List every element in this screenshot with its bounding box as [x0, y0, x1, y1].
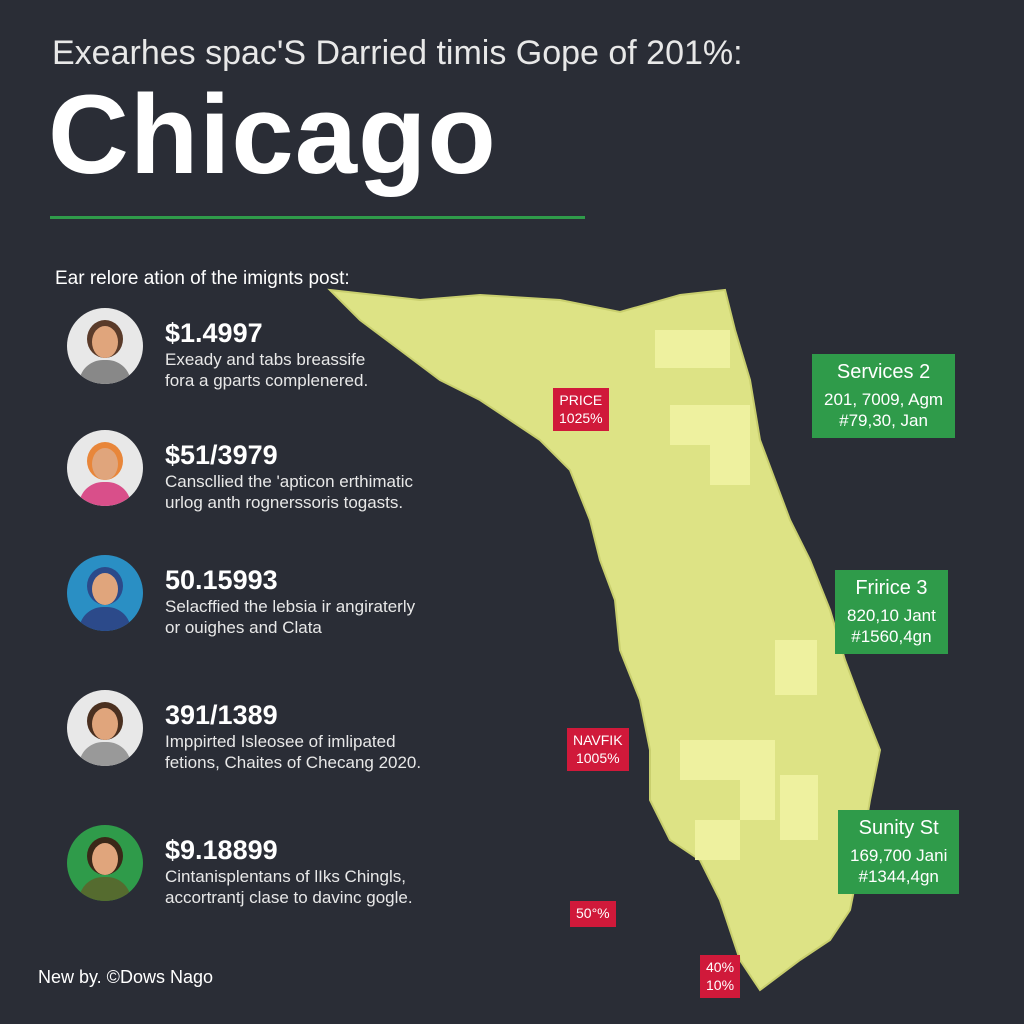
callout-text: Services 2	[836, 361, 931, 383]
info-callout: Sunity St 169,700 Jani #1344,4gn	[838, 810, 960, 894]
callout-text: #1344,4gn	[858, 867, 939, 887]
callout-text: 40%	[706, 959, 735, 975]
callout-text: 1025%	[559, 409, 603, 426]
avatar-body	[79, 607, 131, 631]
item-text: Exeady and tabs breassife	[165, 350, 366, 369]
avatar	[67, 825, 143, 901]
footer: New by. ©Dows Nago	[38, 967, 213, 987]
price-callout: 50°%	[570, 901, 616, 927]
item-value: 391/1389	[165, 700, 278, 730]
item-value: $9.18899	[165, 835, 278, 865]
callout-text: 1005%	[575, 749, 620, 766]
avatar	[67, 555, 143, 631]
item-text: Imppirted Isleosee of imlipated	[165, 732, 396, 751]
avatar	[67, 308, 143, 384]
item-value: 50.15993	[165, 565, 278, 595]
avatar-body	[79, 360, 131, 384]
avatar	[67, 430, 143, 506]
avatar-body	[79, 742, 131, 766]
price-callout: PRICE 1025%	[553, 388, 609, 431]
title: Chicago	[48, 72, 497, 197]
callout-text: NAVFIK	[573, 732, 623, 748]
callout-text: PRICE	[559, 392, 603, 408]
callout-text: 201, 7009, Agm	[824, 390, 944, 409]
avatar-face	[92, 448, 118, 480]
item-text: urlog anth rognerssoris togasts.	[165, 493, 404, 512]
item-text: fetions, Chaites of Checang 2020.	[165, 753, 422, 772]
callout-text: 169,700 Jani	[850, 846, 948, 865]
item-text: Selacffied the lebsia ir angiraterly	[165, 597, 416, 616]
item-text: Cintanisplentans of lIks Chingls,	[165, 867, 406, 886]
price-callout: NAVFIK 1005%	[567, 728, 629, 771]
price-callout: 40% 10%	[700, 955, 741, 998]
subtitle: Exearhes spac'S Darried timis Gope of 20…	[52, 34, 743, 72]
item-text: fora a gparts complenered.	[165, 371, 369, 390]
avatar-face	[92, 843, 118, 875]
county-highlights	[655, 330, 818, 860]
divider	[50, 216, 585, 219]
callout-text: #79,30, Jan	[839, 411, 928, 431]
callout-text: Fririce 3	[855, 577, 928, 599]
item-value: $1.4997	[165, 318, 263, 348]
item-text: or ouighes and Clata	[165, 618, 322, 637]
avatar-face	[92, 326, 118, 358]
item-text: accortrantj clase to davinc gogle.	[165, 888, 413, 907]
callout-text: 50°%	[576, 905, 610, 921]
info-callout: Services 2 201, 7009, Agm #79,30, Jan	[812, 354, 956, 438]
section-label: Ear relore ation of the imignts post:	[55, 268, 350, 289]
callout-text: #1560,4gn	[851, 627, 932, 647]
avatar-body	[79, 877, 131, 901]
avatar-body	[79, 482, 131, 506]
item-text: Canscllied the 'apticon erthimatic	[165, 472, 413, 491]
callout-text: 820,10 Jant	[847, 606, 936, 625]
callout-text: 10%	[706, 976, 735, 993]
avatar	[67, 690, 143, 766]
avatar-face	[92, 573, 118, 605]
avatar-face	[92, 708, 118, 740]
item-value: $51/3979	[165, 440, 278, 470]
info-callout: Fririce 3 820,10 Jant #1560,4gn	[835, 570, 948, 654]
callout-text: Sunity St	[858, 817, 939, 839]
